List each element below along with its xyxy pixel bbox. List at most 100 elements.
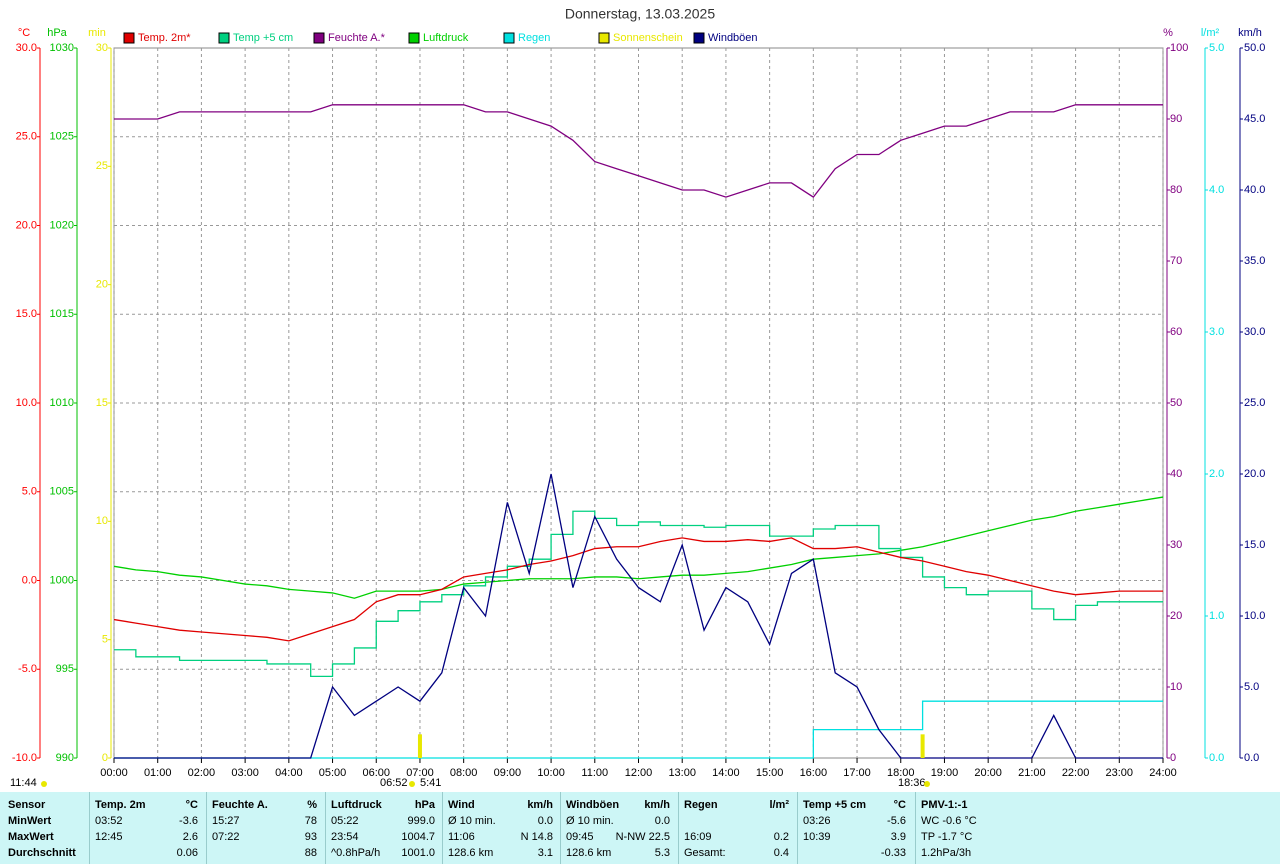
table-cell: Wind (448, 799, 475, 811)
table-cell: Feuchte A. (212, 799, 268, 811)
axis-unit: km/h (1238, 27, 1262, 39)
table-cell: hPa (414, 799, 435, 811)
series-line (114, 510, 1163, 677)
y-tick-label: 15 (96, 397, 108, 409)
legend-swatch (313, 32, 325, 44)
sun-icon (924, 781, 930, 787)
sun-icon (41, 781, 47, 787)
separator (915, 792, 916, 864)
series-line (113, 537, 1163, 642)
table-cell: Sensor (8, 799, 46, 811)
y-tick-label: 25.0 (16, 131, 37, 143)
table-cell: TP -1.7 °C (921, 831, 973, 843)
y-tick-label: 0 (1170, 752, 1176, 764)
legend-swatch (598, 32, 610, 44)
table-cell: 0.06 (176, 847, 198, 859)
x-tick-label: 20:00 (974, 767, 1002, 779)
x-tick-label: 05:00 (319, 767, 347, 779)
table-cell: 999.0 (407, 815, 435, 827)
y-tick-label: 20 (96, 279, 108, 291)
y-tick-label: 15.0 (1244, 539, 1265, 551)
table-cell: Luftdruck (331, 799, 382, 811)
axis-unit: % (1163, 27, 1173, 39)
series-line (114, 473, 1163, 759)
table-cell: 93 (304, 831, 317, 843)
y-tick-label: 995 (56, 663, 74, 675)
bar (417, 734, 422, 758)
table-cell: WC -0.6 °C (921, 815, 977, 827)
series-line (114, 104, 1163, 198)
table-cell: 12:45 (95, 831, 123, 843)
y-tick-label: 30 (1170, 539, 1182, 551)
table-cell: ^0.8hPa/h (331, 847, 381, 859)
table-cell: km/h (644, 799, 670, 811)
y-tick-label: 4.0 (1209, 184, 1224, 196)
separator (325, 792, 326, 864)
series-line (113, 496, 1164, 599)
separator (797, 792, 798, 864)
y-tick-label: 20.0 (16, 219, 37, 231)
table-cell: 0.2 (773, 831, 789, 843)
separator (560, 792, 561, 864)
table-cell: Regen (684, 799, 718, 811)
legend-swatch (408, 32, 420, 44)
y-tick-label: -5.0 (18, 663, 37, 675)
table-cell: 3.1 (537, 847, 553, 859)
statistics-table: Sensor Temp. 2m °C Feuchte A.% Luftdruck hPa W… (0, 792, 1280, 864)
x-tick-label: 14:00 (712, 767, 740, 779)
x-tick-label: 13:00 (668, 767, 696, 779)
separator (206, 792, 207, 864)
y-tick-label: 10 (1170, 681, 1182, 693)
y-tick-label: 90 (1170, 113, 1182, 125)
table-cell: 3.9 (890, 831, 906, 843)
y-tick-label: 50.0 (1244, 42, 1265, 54)
x-tick-label: 15:00 (756, 767, 784, 779)
x-tick-label: 11:00 (581, 767, 608, 779)
table-cell: l/m² (769, 799, 789, 811)
table-cell: -5.6 (887, 815, 906, 827)
x-tick-label: 02:00 (188, 767, 216, 779)
sun-icon (409, 781, 415, 787)
y-tick-label: 1025 (50, 131, 74, 143)
table-cell: 78 (304, 815, 317, 827)
y-tick-label: 1015 (50, 308, 74, 320)
separator (442, 792, 443, 864)
table-cell: Ø 10 min. (566, 815, 614, 827)
table-cell: N-NW 22.5 (615, 831, 670, 843)
x-tick-label: 08:00 (450, 767, 478, 779)
x-tick-label: 16:00 (800, 767, 828, 779)
y-tick-label: 2.0 (1209, 468, 1224, 480)
annotation: 11:44 (10, 777, 37, 789)
y-tick-label: 0 (102, 752, 108, 764)
table-cell: -0.33 (880, 847, 906, 859)
legend-swatch (693, 32, 705, 44)
y-tick-label: 70 (1170, 255, 1182, 267)
table-cell: % (307, 799, 317, 811)
x-tick-label: 18:00 (887, 767, 915, 779)
legend-label: Regen (518, 32, 550, 44)
y-tick-label: 45.0 (1244, 113, 1265, 125)
y-tick-label: 15.0 (16, 308, 37, 320)
axis-unit: hPa (47, 27, 67, 39)
y-tick-label: 1000 (50, 574, 74, 586)
y-tick-label: 1.0 (1209, 610, 1224, 622)
y-tick-label: 50 (1170, 397, 1182, 409)
table-cell: 128.6 km (566, 847, 612, 859)
y-tick-label: 100 (1170, 42, 1188, 54)
y-tick-label: 30.0 (16, 42, 37, 54)
y-tick-label: 0.0 (1209, 752, 1224, 764)
legend-label: Temp. 2m* (138, 32, 191, 44)
axis-unit: l/m² (1201, 27, 1220, 39)
table-cell: Temp +5 cm (803, 799, 867, 811)
x-tick-label: 24:00 (1149, 767, 1177, 779)
table-cell: 09:45 (566, 831, 594, 843)
table-cell: -3.6 (179, 815, 198, 827)
legend-swatch (123, 32, 135, 44)
x-tick-label: 03:00 (231, 767, 259, 779)
x-tick-label: 21:00 (1018, 767, 1046, 779)
axis-unit: min (88, 27, 106, 39)
table-cell: km/h (527, 799, 553, 811)
axis-unit: °C (18, 27, 30, 39)
table-cell: Ø 10 min. (448, 815, 496, 827)
x-tick-label: 06:00 (362, 767, 390, 779)
